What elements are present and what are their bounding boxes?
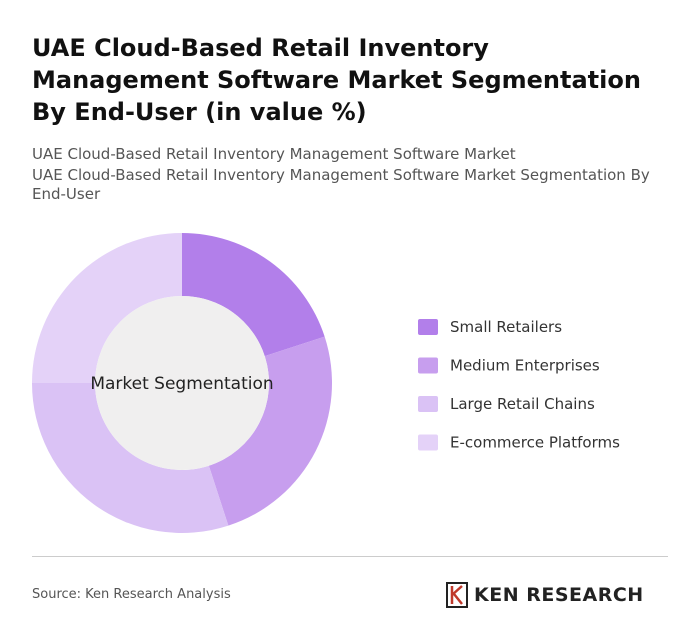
chart: Market Segmentation Small Retailers Medium… [32,233,620,533]
legend-label: Small Retailers [450,318,562,336]
legend-swatch [418,396,438,412]
donut-hole [95,296,269,470]
legend-swatch [418,319,438,335]
source: Source: Ken Research Analysis [32,587,231,602]
logo-icon [446,582,468,608]
divider [32,556,668,557]
donut-segment [208,336,332,526]
donut-segment [182,233,325,357]
legend-swatch [418,357,438,374]
legend-label: Large Retail Chains [450,395,595,413]
subtitle: UAE Cloud-Based Retail Inventory Managem… [32,166,650,203]
legend-swatch [418,434,438,451]
donut-segment [32,233,182,383]
donut-segment [32,383,229,533]
subtitle: UAE Cloud-Based Retail Inventory Managem… [32,145,516,163]
brand-name: KEN RESEARCH [474,584,644,606]
brand-logo: KEN RESEARCH [446,582,644,608]
chart-title: UAE Cloud-Based Retail Inventory Managem… [32,34,641,126]
legend-label: Medium Enterprises [450,357,600,375]
center-label: Market Segmentation [90,374,273,394]
legend-label: E-commerce Platforms [450,434,620,452]
